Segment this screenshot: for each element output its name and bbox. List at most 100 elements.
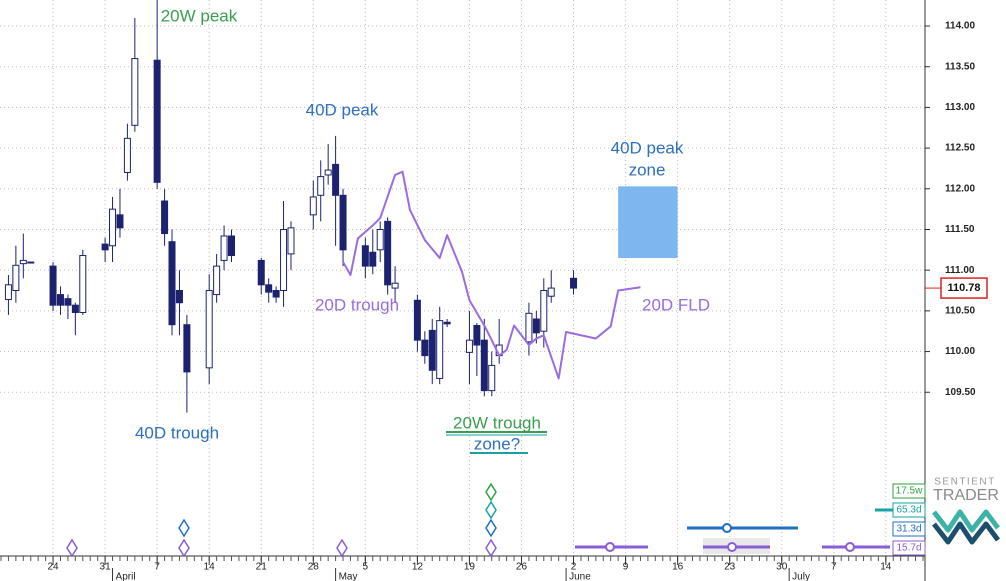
candle-body xyxy=(332,163,340,196)
zone-layer xyxy=(618,186,678,258)
candle-body xyxy=(183,324,191,373)
cycle-legend: 17.5w 65.3d 31.3d 15.7d xyxy=(892,483,926,556)
candle-body xyxy=(384,220,392,286)
logo-text: TRADER xyxy=(933,487,999,504)
candle-body xyxy=(49,265,57,306)
candle-body xyxy=(532,318,540,334)
candle-body xyxy=(71,304,79,313)
month-label: April xyxy=(116,572,136,581)
annotation: 20W peak xyxy=(161,6,238,25)
axes: 109.50 110.00 110.50 111.00 111.50 112.00 112.… xyxy=(0,21,988,581)
candle-body xyxy=(205,290,213,369)
candle-body xyxy=(443,321,451,325)
x-tick-label: 14 xyxy=(880,562,892,573)
candle-body xyxy=(153,59,161,183)
cycle-box xyxy=(892,521,926,537)
cycle-box xyxy=(892,483,926,499)
candle-body xyxy=(257,259,265,286)
cycle-label: 65.3d xyxy=(896,505,921,516)
candle-body xyxy=(116,214,124,229)
candle-body xyxy=(265,284,273,293)
candle-body xyxy=(27,261,35,264)
x-tick-label: 21 xyxy=(256,562,268,573)
cycle-label: 17.5w xyxy=(896,486,923,497)
x-tick-label: 24 xyxy=(47,562,59,573)
y-tick-label: 110.00 xyxy=(945,346,975,357)
candle-body xyxy=(525,312,533,343)
x-tick-label: 30 xyxy=(776,562,788,573)
peak-zone xyxy=(618,186,678,258)
candle-body xyxy=(488,364,496,392)
candle-body xyxy=(79,255,87,313)
candle-body xyxy=(473,325,481,346)
y-tick-label: 112.50 xyxy=(945,143,975,154)
annotation: 20D FLD xyxy=(642,295,710,314)
candle-body xyxy=(123,137,131,174)
candle-body xyxy=(220,235,228,261)
annotation: 40D peak xyxy=(611,138,684,157)
x-tick-label: 2 xyxy=(571,562,577,573)
x-tick-label: 7 xyxy=(154,562,160,573)
x-tick-label: 23 xyxy=(724,562,736,573)
x-tick-label: 26 xyxy=(516,562,528,573)
cycle-box xyxy=(892,502,926,518)
candle-body xyxy=(175,290,183,304)
candle-body xyxy=(309,196,317,216)
cycle-box xyxy=(892,540,926,556)
candle-body xyxy=(56,294,64,306)
y-tick-label: 111.50 xyxy=(945,224,975,235)
x-tick-label: 12 xyxy=(412,562,424,573)
candle-body xyxy=(168,241,176,326)
x-tick-label: 14 xyxy=(204,562,216,573)
x-tick-label: 7 xyxy=(831,562,837,573)
y-tick-label: 112.00 xyxy=(945,183,975,194)
candle-body xyxy=(547,287,555,297)
annotation: 20D trough xyxy=(315,295,399,314)
annotation: 40D peak xyxy=(306,100,379,119)
cycle-label: 31.3d xyxy=(896,524,921,535)
candles xyxy=(4,0,578,413)
fld-line xyxy=(342,170,641,380)
y-tick-label: 109.50 xyxy=(945,387,976,398)
x-tick-label: 9 xyxy=(623,562,629,573)
candle-body xyxy=(131,58,139,126)
candle-body xyxy=(465,339,473,353)
candle-body xyxy=(161,200,169,235)
candle-body xyxy=(339,194,347,251)
logo-text: SENTIENT xyxy=(934,477,995,488)
candle-body xyxy=(376,228,384,251)
candle-body xyxy=(287,227,295,255)
candle-body xyxy=(317,176,325,196)
candle-body xyxy=(324,169,332,176)
candle-body xyxy=(64,298,72,306)
annotation: 40D trough xyxy=(135,423,219,442)
y-tick-label: 113.00 xyxy=(945,102,975,113)
candle-body xyxy=(109,208,117,247)
x-tick-label: 19 xyxy=(464,562,476,573)
candle-body xyxy=(391,282,399,289)
last-price-label: 110.78 xyxy=(947,282,980,294)
cycle-markers xyxy=(66,482,925,558)
candle-body xyxy=(436,320,444,379)
candle-body xyxy=(19,259,27,265)
candle-body xyxy=(361,245,369,267)
candle-body xyxy=(101,243,109,251)
candle-body xyxy=(428,329,436,371)
candle-body xyxy=(480,339,488,392)
y-tick-label: 111.00 xyxy=(945,265,975,276)
y-tick-label: 110.50 xyxy=(945,306,975,317)
y-tick-label: 113.50 xyxy=(945,61,975,72)
annotation: zone xyxy=(629,160,666,179)
candle-body xyxy=(280,228,288,292)
logo xyxy=(932,509,1000,545)
candle-body xyxy=(4,284,12,300)
candle-body xyxy=(570,277,578,289)
lines xyxy=(342,170,641,380)
x-tick-label: 28 xyxy=(308,562,320,573)
x-tick-label: 16 xyxy=(672,562,684,573)
month-label: May xyxy=(339,572,358,581)
annotation: zone? xyxy=(474,434,520,453)
candle-body xyxy=(12,264,20,292)
